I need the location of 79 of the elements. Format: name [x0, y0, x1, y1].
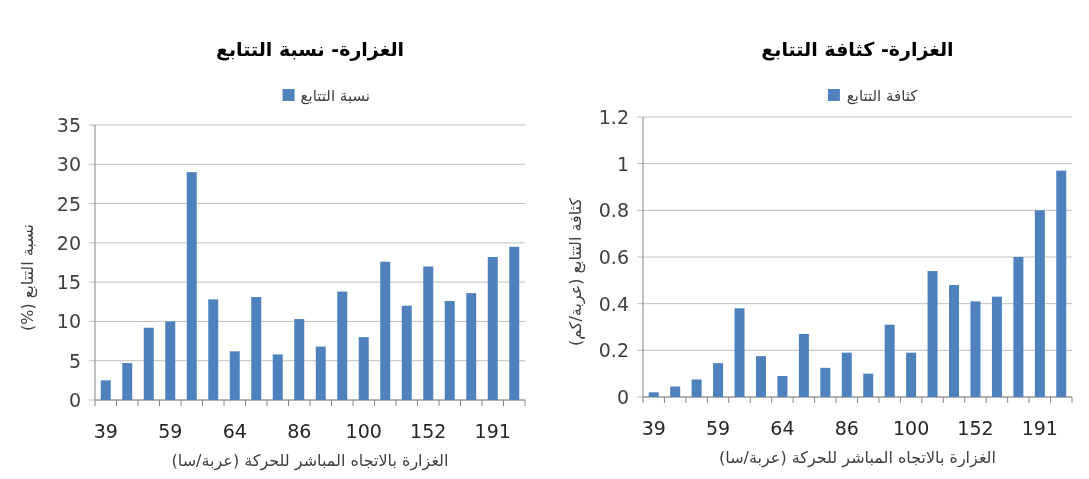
x-tick-label: 152	[957, 417, 994, 439]
bar	[841, 352, 852, 397]
bar	[691, 379, 702, 397]
y-tick-label: 5	[68, 349, 81, 372]
x-tick-label: 64	[222, 420, 247, 442]
x-tick-label: 86	[834, 417, 859, 439]
legend-label: نسبة التتابع	[300, 87, 370, 105]
bar	[970, 301, 981, 397]
y-tick-label: 10	[56, 310, 81, 333]
bar	[1056, 170, 1067, 397]
bar	[294, 319, 305, 400]
bar	[509, 246, 520, 400]
bar	[100, 380, 111, 400]
bar	[906, 352, 917, 397]
legend-label: كثافة التتابع	[846, 87, 919, 105]
bar	[423, 266, 434, 400]
chart-title: الغزارة- كثافة التتابع	[761, 38, 954, 61]
x-tick-label: 152	[410, 420, 447, 442]
bar	[777, 376, 788, 397]
x-tick-label: 191	[1021, 417, 1058, 439]
y-tick-label: 20	[56, 231, 81, 254]
y-tick-label: 0.2	[598, 339, 629, 362]
y-tick-label: 35	[56, 114, 81, 136]
bar	[122, 363, 133, 400]
bar	[380, 261, 391, 400]
bar	[401, 305, 412, 400]
bar	[487, 257, 498, 400]
bar	[713, 363, 724, 397]
bar	[949, 285, 960, 397]
y-tick-label: 0.6	[598, 246, 629, 268]
bar	[884, 324, 895, 397]
bar	[358, 337, 369, 400]
legend: نسبة التتابع	[282, 87, 370, 105]
bar	[466, 293, 477, 400]
x-tick-label: 64	[770, 417, 795, 439]
y-tick-label: 1	[616, 152, 629, 175]
bar	[1034, 210, 1045, 397]
y-tick-label: 0.4	[598, 292, 629, 315]
x-axis-title: الغزارة بالاتجاه المباشر للحركة (عربة/سا)	[719, 448, 996, 468]
bar	[143, 327, 154, 400]
bar	[734, 308, 745, 397]
y-tick-label: 15	[56, 271, 81, 294]
x-tick-label: 59	[705, 417, 731, 439]
legend: كثافة التتابع	[827, 87, 918, 105]
bar	[165, 321, 176, 400]
y-tick-label: 25	[56, 192, 81, 215]
y-tick-label: 0.8	[598, 199, 629, 222]
bar	[315, 346, 326, 400]
bar	[251, 297, 262, 400]
x-tick-label: 86	[287, 420, 312, 442]
y-tick-label: 0	[68, 389, 81, 411]
bar	[272, 354, 283, 400]
bar	[337, 291, 348, 400]
chart-title: الغزارة- نسبة التتابع	[215, 38, 405, 61]
bar	[648, 392, 659, 397]
bar	[798, 334, 809, 397]
x-tick-label: 100	[892, 417, 930, 439]
bar	[927, 271, 938, 397]
bar	[863, 373, 874, 397]
y-axis-title: نسبة التتابع (%)	[18, 224, 38, 331]
bar	[820, 367, 831, 397]
bar	[670, 386, 681, 397]
bar	[991, 296, 1002, 397]
bar	[755, 356, 766, 397]
x-tick-label: 191	[474, 420, 511, 442]
bar	[208, 299, 219, 400]
bar	[1013, 257, 1024, 397]
x-tick-label: 59	[158, 420, 183, 442]
y-tick-label: 0	[616, 386, 629, 408]
bar	[444, 301, 455, 400]
bar	[229, 351, 240, 400]
x-tick-label: 39	[93, 420, 118, 442]
x-tick-label: 39	[641, 417, 666, 439]
y-tick-label: 1.2	[598, 106, 629, 128]
y-tick-label: 30	[56, 153, 81, 176]
bar	[186, 172, 197, 400]
x-axis-title: الغزارة بالاتجاه المباشر للحركة (عربة/سا)	[171, 451, 449, 471]
y-axis-title: كثافة التتابع (عربة/كم)	[566, 197, 586, 347]
x-tick-label: 100	[345, 420, 382, 442]
